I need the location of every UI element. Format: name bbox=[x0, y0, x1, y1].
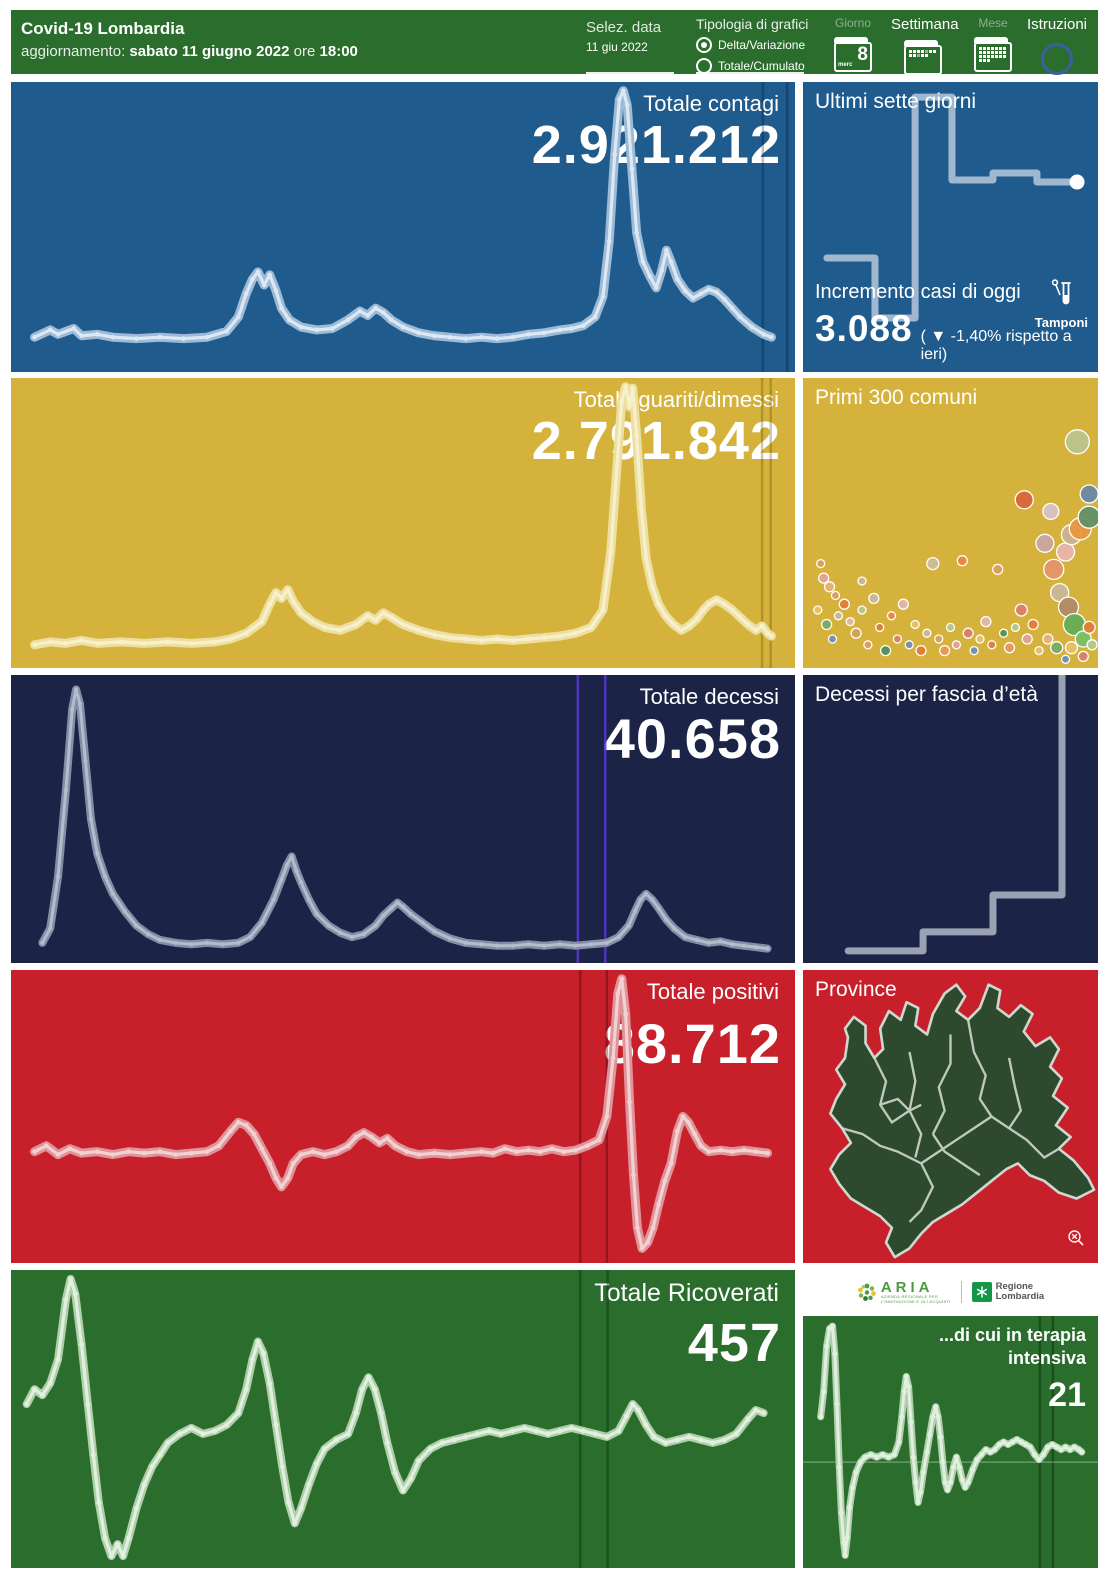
logos-strip: ARIA AZIENDA REGIONALE PER L'INNOVAZIONE… bbox=[803, 1272, 1098, 1312]
panel-decessi-fascia-eta: Decessi per fascia d’età bbox=[803, 675, 1098, 963]
panel-totale-ricoverati: Totale Ricoverati 457 bbox=[11, 1270, 795, 1568]
istruzioni-label: Istruzioni bbox=[1026, 16, 1088, 33]
guariti-title: Totale guariti/dimessi bbox=[573, 387, 779, 412]
ricoverati-line-chart[interactable] bbox=[11, 1270, 795, 1568]
contagi-title: Totale contagi bbox=[643, 91, 779, 116]
update-time: 18:00 bbox=[319, 43, 358, 60]
terapia-title: ...di cui in terapia intensiva bbox=[939, 1324, 1086, 1369]
istruzioni-button[interactable]: Istruzioni bbox=[1017, 16, 1097, 75]
guariti-value: 2.791.842 bbox=[531, 411, 781, 471]
lombardy-map[interactable] bbox=[803, 970, 1098, 1263]
aria-caption-line2: L'INNOVAZIONE E GLI ACQUISTI bbox=[880, 1298, 951, 1304]
contagi-line-chart[interactable] bbox=[11, 82, 795, 372]
aria-wordmark: ARIA bbox=[880, 1278, 934, 1296]
radio-delta-variazione[interactable]: Delta/Variazione bbox=[696, 37, 826, 53]
tamponi-swab-icon bbox=[1052, 279, 1072, 305]
date-selector-underline bbox=[586, 72, 674, 74]
radio-label: Delta/Variazione bbox=[718, 38, 806, 52]
header-bar: Covid-19 Lombardia aggiornamento: sabato… bbox=[11, 10, 1098, 75]
day-number: 8 bbox=[857, 44, 868, 65]
settimana-label: Settimana bbox=[891, 16, 959, 33]
comuni-bubble-chart[interactable] bbox=[803, 378, 1098, 668]
aria-rosette-icon bbox=[857, 1283, 876, 1301]
mese-label: Mese bbox=[978, 16, 1008, 30]
positivi-line-chart[interactable] bbox=[11, 970, 795, 1263]
regione-text-line2: Lombardia bbox=[995, 1291, 1045, 1302]
panel-primi-300-comuni: Primi 300 comuni bbox=[803, 378, 1098, 668]
update-ore: ore bbox=[293, 43, 316, 60]
contagi-value: 2.921.212 bbox=[531, 115, 781, 175]
update-subtitle: aggiornamento: sabato 11 giugno 2022 ore… bbox=[21, 43, 358, 60]
istruzioni-circle-icon bbox=[1041, 43, 1073, 75]
giorno-button[interactable]: Giorno 8 merc bbox=[821, 16, 885, 72]
province-title: Province bbox=[815, 978, 897, 1001]
radio-selected-icon[interactable] bbox=[696, 37, 712, 53]
positivi-value: 88.712 bbox=[603, 1012, 781, 1075]
comuni-title: Primi 300 comuni bbox=[815, 386, 978, 409]
tamponi-link[interactable]: Tamponi bbox=[1035, 279, 1088, 330]
fascia-step-chart[interactable] bbox=[803, 675, 1098, 963]
giorno-label: Giorno bbox=[834, 16, 872, 30]
map-zoom-reset-icon[interactable] bbox=[1066, 1228, 1086, 1253]
rosa-camuna-icon bbox=[971, 1282, 992, 1302]
date-selector-value[interactable]: 11 giu 2022 bbox=[586, 40, 648, 54]
decessi-line-chart[interactable] bbox=[11, 675, 795, 963]
mese-button[interactable]: Mese bbox=[961, 16, 1025, 72]
decessi-title: Totale decessi bbox=[639, 684, 779, 709]
tamponi-label: Tamponi bbox=[1034, 315, 1088, 330]
page-title: Covid-19 Lombardia bbox=[21, 19, 185, 38]
fascia-title: Decessi per fascia d’età bbox=[815, 683, 1038, 706]
aria-logo: ARIA AZIENDA REGIONALE PER L'INNOVAZIONE… bbox=[857, 1280, 951, 1305]
guariti-line-chart[interactable] bbox=[11, 378, 795, 668]
terapia-line-chart[interactable] bbox=[803, 1316, 1098, 1568]
terapia-title-line2: intensiva bbox=[1007, 1347, 1086, 1368]
panel-totale-decessi: Totale decessi 40.658 bbox=[11, 675, 795, 963]
decessi-value: 40.658 bbox=[603, 707, 781, 770]
chart-type-selector: Tipologia di grafici Delta/Variazione To… bbox=[696, 16, 826, 74]
increment-value: 3.088 bbox=[815, 308, 913, 349]
month-calendar-icon bbox=[974, 37, 1012, 72]
panel-totale-contagi: Totale contagi 2.921.212 bbox=[11, 82, 795, 372]
settimana-button[interactable]: Settimana bbox=[891, 16, 959, 75]
increment-label: Incremento casi di oggi bbox=[815, 281, 1021, 303]
date-selector-label: Selez. data bbox=[586, 19, 662, 36]
logo-divider bbox=[960, 1281, 962, 1303]
panel-terapia-intensiva: ...di cui in terapia intensiva 21 bbox=[803, 1316, 1098, 1568]
radio-label: Totale/Cumulato bbox=[718, 59, 805, 73]
positivi-title: Totale positivi bbox=[646, 979, 779, 1004]
increment-note: ( ▼ -1,40% rispetto a ieri) bbox=[920, 328, 1072, 363]
day-weekday: merc bbox=[838, 62, 853, 68]
panel-totale-positivi: Totale positivi 88.712 bbox=[11, 970, 795, 1263]
ricoverati-title: Totale Ricoverati bbox=[594, 1279, 779, 1307]
chart-type-underline bbox=[696, 72, 804, 74]
chart-type-label: Tipologia di grafici bbox=[696, 16, 809, 32]
terapia-title-line1: ...di cui in terapia bbox=[938, 1325, 1086, 1345]
update-prefix: aggiornamento: bbox=[21, 43, 126, 60]
regione-lombardia-logo: Regione Lombardia bbox=[971, 1280, 1045, 1303]
panel-province: Province bbox=[803, 970, 1098, 1263]
panel-totale-guariti: Totale guariti/dimessi 2.791.842 bbox=[11, 378, 795, 668]
aria-caption-line1: AZIENDA REGIONALE PER bbox=[880, 1293, 939, 1299]
panel-ultimi-sette-giorni: Ultimi sette giorni Tamponi Incremento c… bbox=[803, 82, 1098, 372]
ultimi7-step-chart[interactable] bbox=[803, 82, 1098, 372]
increment-block: Incremento casi di oggi 3.088 ( ▼ -1,40%… bbox=[815, 281, 1098, 364]
date-selector[interactable]: Selez. data 11 giu 2022 bbox=[586, 19, 696, 54]
ricoverati-value: 457 bbox=[687, 1313, 781, 1373]
day-calendar-icon: 8 merc bbox=[834, 37, 872, 72]
week-calendar-icon bbox=[904, 40, 942, 75]
ultimi7-title: Ultimi sette giorni bbox=[815, 90, 977, 113]
update-date: sabato 11 giugno 2022 bbox=[129, 43, 290, 60]
regione-text-line1: Regione bbox=[995, 1280, 1034, 1292]
terapia-value: 21 bbox=[1048, 1376, 1086, 1414]
